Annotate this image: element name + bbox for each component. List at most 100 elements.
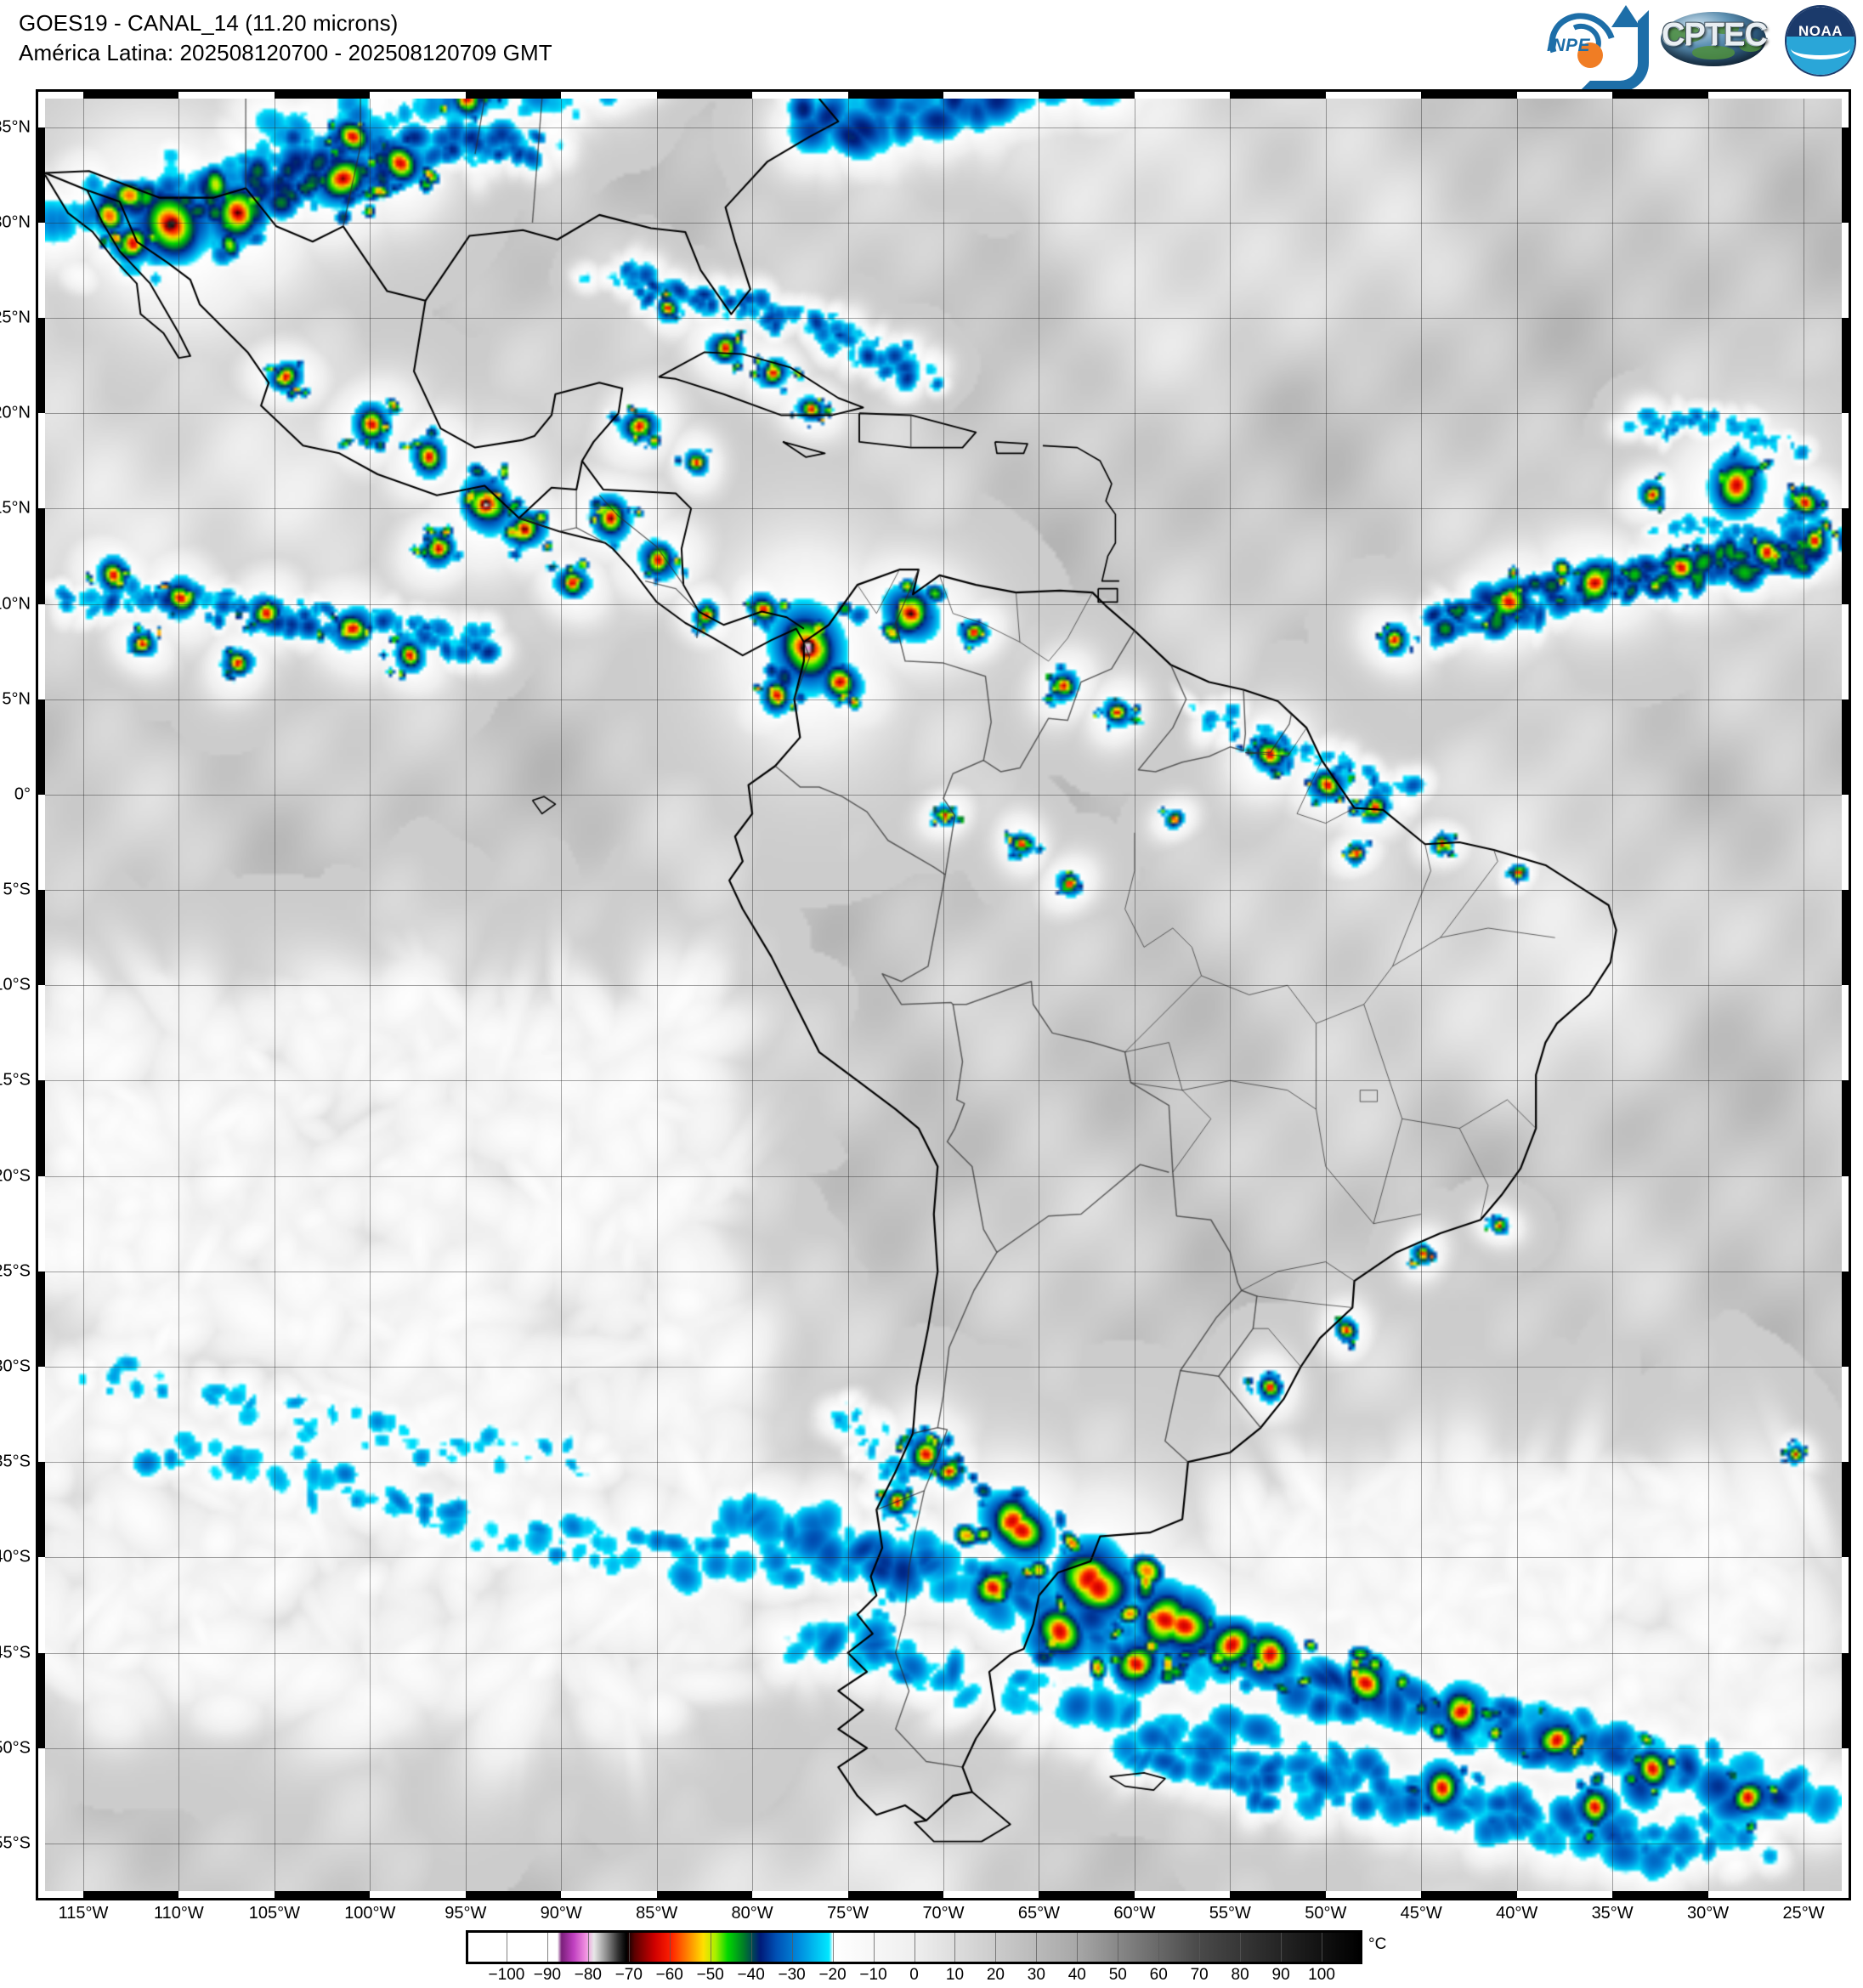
- frame-tick: [1421, 1891, 1517, 1900]
- lon-tick-label: 115°W: [58, 1904, 109, 1923]
- graticule-meridian: [1516, 99, 1518, 1891]
- colorbar-tick: [669, 1933, 671, 1962]
- map-canvas[interactable]: [45, 99, 1842, 1891]
- colorbar-tick-label: 90: [1271, 1966, 1290, 1984]
- colorbar-tick-label: −30: [778, 1966, 806, 1984]
- lon-tick-label: 85°W: [636, 1904, 678, 1923]
- frame-tick: [36, 890, 45, 986]
- frame-tick: [656, 1891, 753, 1900]
- lat-tick-label: 10°S: [0, 975, 31, 994]
- frame-tick: [1230, 89, 1326, 99]
- frame-tick: [36, 1271, 45, 1367]
- title-block: GOES19 - CANAL_14 (11.20 microns) Améric…: [19, 8, 552, 67]
- graticule-parallel: [45, 1462, 1842, 1464]
- frame-tick: [36, 508, 45, 604]
- graticule-meridian: [561, 99, 563, 1891]
- colorbar-tick-label: 0: [909, 1966, 919, 1984]
- lon-tick-label: 80°W: [731, 1904, 773, 1923]
- colorbar-tick: [954, 1933, 956, 1962]
- graticule-meridian: [465, 99, 467, 1891]
- colorbar-tick-label: 70: [1190, 1966, 1209, 1984]
- graticule-meridian: [656, 99, 658, 1891]
- frame-tick: [274, 1891, 371, 1900]
- colorbar-tick: [1036, 1933, 1038, 1962]
- colorbar-tick: [587, 1933, 589, 1962]
- colorbar-tick-label: 80: [1231, 1966, 1249, 1984]
- frame-tick: [1612, 89, 1708, 99]
- graticule-parallel: [45, 890, 1842, 892]
- colorbar-tick: [1158, 1933, 1160, 1962]
- frame-tick: [274, 89, 371, 99]
- colorbar-tick: [1240, 1933, 1242, 1962]
- frame-tick: [847, 1891, 943, 1900]
- frame-tick: [1842, 508, 1851, 604]
- graticule-parallel: [45, 985, 1842, 987]
- frame-tick: [82, 1891, 179, 1900]
- noaa-seal-icon: NOAA: [1785, 5, 1856, 76]
- colorbar-tick-label: −40: [737, 1966, 765, 1984]
- colorbar-tick-label: 60: [1149, 1966, 1168, 1984]
- colorbar-tick-label: 10: [945, 1966, 965, 1984]
- colorbar-tick: [791, 1933, 793, 1962]
- graticule-meridian: [82, 99, 84, 1891]
- lat-tick-label: 45°S: [0, 1643, 31, 1662]
- graticule-meridian: [847, 99, 849, 1891]
- graticule-parallel: [45, 1080, 1842, 1082]
- lat-tick-label: 20°S: [0, 1166, 31, 1186]
- lat-tick-label: 15°S: [0, 1070, 31, 1090]
- frame-tick: [847, 89, 943, 99]
- lon-tick-label: 75°W: [826, 1904, 869, 1923]
- lon-tick-label: 95°W: [445, 1904, 487, 1923]
- colorbar-tick-label: −20: [818, 1966, 847, 1984]
- lat-tick-label: 25°S: [0, 1261, 31, 1281]
- colorbar-tick-label: −10: [859, 1966, 887, 1984]
- graticule-meridian: [1707, 99, 1709, 1891]
- lat-tick-label: 55°S: [0, 1833, 31, 1853]
- lat-tick-label: 25°N: [0, 308, 31, 327]
- colorbar-tick-label: −80: [574, 1966, 602, 1984]
- page-subtitle: América Latina: 202508120700 - 202508120…: [19, 39, 552, 65]
- header: GOES19 - CANAL_14 (11.20 microns) Améric…: [0, 0, 1863, 92]
- lat-tick-label: 50°S: [0, 1738, 31, 1758]
- colorbar-tick-label: 40: [1067, 1966, 1086, 1984]
- colorbar-gradient: [466, 1930, 1362, 1964]
- graticule-meridian: [1612, 99, 1614, 1891]
- cptec-logo: CPTEC: [1657, 3, 1770, 75]
- colorbar-tick-label: 50: [1108, 1966, 1127, 1984]
- graticule-meridian: [752, 99, 754, 1891]
- colorbar-tick: [1077, 1933, 1079, 1962]
- cptec-wordmark: CPTEC: [1662, 17, 1768, 53]
- colorbar-tick: [546, 1933, 548, 1962]
- frame-tick: [1612, 1891, 1708, 1900]
- latitude-axis: 35°N 30°N 25°N 20°N 15°N 10°N 5°N 0° 5°S 10°S 15°S…: [0, 89, 36, 1900]
- frame-tick: [1842, 1080, 1851, 1176]
- graticule-meridian: [178, 99, 180, 1891]
- frame-tick: [1421, 89, 1517, 99]
- frame-tick: [1842, 318, 1851, 414]
- graticule-meridian: [1230, 99, 1232, 1891]
- lon-tick-label: 60°W: [1113, 1904, 1156, 1923]
- graticule-parallel: [45, 413, 1842, 415]
- frame-tick: [1842, 890, 1851, 986]
- satellite-map[interactable]: [36, 89, 1851, 1900]
- lon-tick-label: 55°W: [1209, 1904, 1251, 1923]
- lon-tick-label: 105°W: [248, 1904, 300, 1923]
- lon-tick-label: 65°W: [1017, 1904, 1060, 1923]
- colorbar-tick-label: −70: [614, 1966, 643, 1984]
- noaa-wordmark: NOAA: [1798, 23, 1843, 40]
- lat-tick-label: 30°S: [0, 1356, 31, 1376]
- lat-tick-label: 5°N: [2, 689, 31, 709]
- lat-tick-label: 30°N: [0, 212, 31, 232]
- colorbar-tick-label: 30: [1027, 1966, 1045, 1984]
- graticule-parallel: [45, 318, 1842, 320]
- inpe-arrowhead-icon: [1611, 5, 1640, 27]
- colorbar-tick: [628, 1933, 630, 1962]
- longitude-axis: 115°W 110°W 105°W 100°W 95°W 90°W 85°W 80°W 75°W…: [36, 1904, 1851, 1929]
- colorbar-ticks: −100 −90 −80 −70 −60 −50 −40 −30 −20 −10 0 10 20 30 40…: [466, 1966, 1362, 1988]
- inpe-arrow-icon: [1579, 10, 1649, 92]
- page-title: GOES19 - CANAL_14 (11.20 microns): [19, 10, 399, 36]
- lat-tick-label: 0°: [14, 784, 31, 804]
- frame-tick: [36, 1652, 45, 1748]
- frame-tick: [36, 1462, 45, 1558]
- graticule-parallel: [45, 1367, 1842, 1368]
